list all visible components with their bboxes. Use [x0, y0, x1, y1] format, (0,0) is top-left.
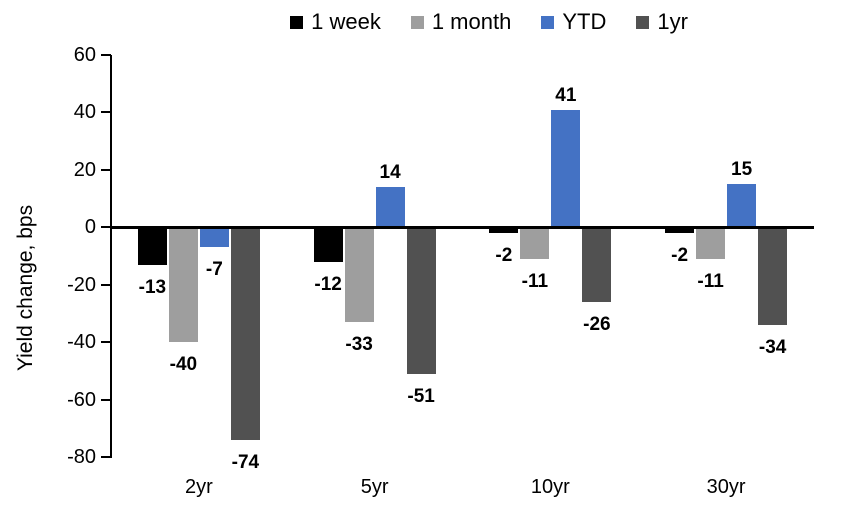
bar-ytd-5yr — [375, 187, 405, 228]
y-axis-tick — [101, 283, 111, 286]
bar-value-label: -13 — [138, 276, 167, 298]
y-axis-tick — [101, 54, 111, 56]
legend-swatch-icon — [541, 15, 555, 29]
y-axis-tick — [101, 168, 111, 171]
legend-label: 1 week — [311, 9, 381, 34]
y-axis-tick-label: -60 — [67, 388, 96, 411]
bar-value-label: -2 — [671, 245, 689, 267]
y-axis-tick — [101, 111, 111, 114]
x-axis-zero-line — [111, 225, 814, 229]
bar-ytd-10yr — [551, 109, 581, 228]
y-axis-tick-label: 40 — [73, 101, 96, 124]
x-axis-category-label: 10yr — [530, 476, 570, 498]
bar-1-month-2yr — [168, 227, 198, 343]
y-axis-tick — [101, 226, 111, 229]
y-axis-line — [110, 55, 112, 458]
y-axis-tick — [101, 341, 111, 344]
bar-value-label: -7 — [205, 259, 223, 281]
bar-ytd-30yr — [727, 184, 757, 228]
bar-1-week-2yr — [137, 227, 167, 265]
legend-item-1-month: 1 month — [410, 9, 512, 34]
bar-1-month-30yr — [696, 227, 726, 259]
y-axis-tick — [101, 398, 111, 401]
y-axis-tick-label: -20 — [67, 273, 96, 296]
bar-1yr-30yr — [758, 227, 788, 325]
legend-item-1yr: 1yr — [636, 10, 688, 34]
x-axis-category-label: 2yr — [184, 476, 213, 498]
y-axis-tick-label: -80 — [67, 446, 96, 468]
bar-ytd-2yr — [199, 227, 229, 248]
y-axis-tick-label: -40 — [67, 331, 96, 354]
chart-legend: 1 week 1 month YTD 1yr — [126, 8, 852, 36]
bar-1-month-5yr — [344, 227, 374, 323]
bar-1yr-10yr — [582, 227, 612, 302]
bar-value-label: -40 — [169, 354, 198, 376]
y-axis-tick-label: 60 — [73, 44, 96, 66]
bar-1-week-10yr — [489, 227, 519, 234]
x-axis-category-label: 5yr — [360, 476, 389, 498]
bar-value-label: -26 — [583, 313, 611, 335]
y-axis-tick-label: 20 — [73, 158, 96, 181]
y-axis-tick — [101, 456, 111, 458]
legend-item-1-week: 1 week — [290, 10, 381, 34]
bar-1yr-2yr — [230, 227, 260, 440]
bar-value-label: -74 — [231, 451, 260, 473]
legend-item-ytd: YTD — [541, 10, 606, 34]
legend-label: 1 month — [431, 9, 512, 34]
legend-swatch-icon — [290, 15, 304, 29]
bar-1-week-5yr — [313, 227, 343, 262]
legend-swatch-icon — [636, 15, 650, 29]
bar-value-label: 15 — [731, 159, 753, 181]
bar-value-label: -11 — [521, 270, 549, 292]
bar-1-month-10yr — [520, 227, 550, 259]
bar-value-label: -12 — [314, 273, 342, 295]
legend-label: YTD — [562, 9, 607, 34]
bar-value-label: -51 — [407, 385, 435, 407]
x-axis-category-label: 30yr — [706, 476, 746, 498]
bar-value-label: -33 — [345, 334, 373, 356]
bar-value-label: 41 — [555, 84, 577, 106]
bar-value-label: -34 — [758, 336, 787, 358]
legend-swatch-icon — [410, 15, 424, 29]
y-axis-tick-label: 0 — [84, 216, 96, 239]
bar-value-label: 14 — [379, 162, 401, 184]
bar-1-week-30yr — [665, 227, 695, 234]
bar-value-label: -11 — [697, 270, 724, 292]
legend-label: 1yr — [657, 9, 688, 34]
bar-1yr-5yr — [406, 227, 436, 374]
bar-value-label: -2 — [495, 245, 513, 267]
